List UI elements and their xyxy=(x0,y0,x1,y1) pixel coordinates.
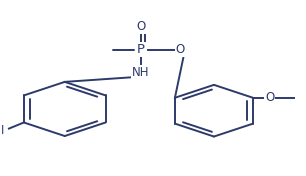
Text: O: O xyxy=(136,20,145,33)
Text: O: O xyxy=(265,91,274,104)
Text: P: P xyxy=(137,43,145,56)
Text: I: I xyxy=(1,124,5,137)
Text: NH: NH xyxy=(132,66,150,79)
Text: O: O xyxy=(176,43,185,56)
